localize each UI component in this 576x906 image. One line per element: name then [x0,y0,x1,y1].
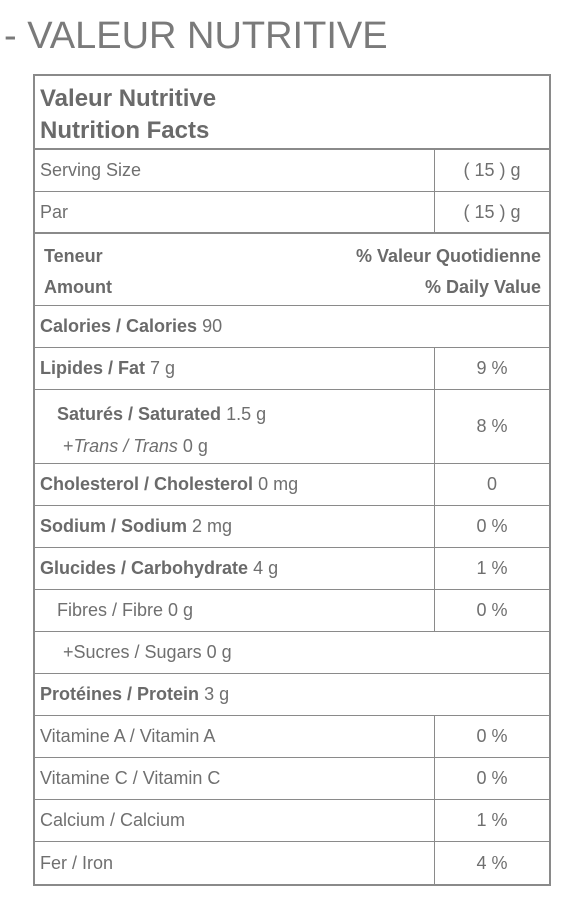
carbohydrate-row: Glucides / Carbohydrate 4 g 1 % [35,548,549,590]
sodium-label: Sodium / Sodium [40,516,187,536]
fat-daily-value: 9 % [476,358,508,378]
protein-cell: Protéines / Protein 3 g [40,674,229,715]
fat-label: Lipides / Fat [40,358,146,378]
per-label: Par [40,201,69,222]
cholesterol-amount: 0 mg [258,474,299,494]
column-divider [434,150,435,191]
sodium-row: Sodium / Sodium 2 mg 0 % [35,506,549,548]
column-divider [434,348,435,389]
fat-cell: Lipides / Fat 7 g [40,348,175,389]
iron-label: Fer / Iron [40,852,114,873]
column-divider [434,590,435,631]
serving-size-row: Serving Size ( 15 ) g [35,150,549,192]
protein-amount: 3 g [204,684,230,704]
iron-row: Fer / Iron 4 % [35,842,549,884]
saturated-daily-value: 8 % [476,416,508,436]
nutrition-title-box: Valeur Nutritive Nutrition Facts [35,76,549,150]
daily-value-header-english: % Daily Value [424,277,541,297]
saturated-amount: 1.5 g [226,404,267,424]
cholesterol-row: Cholesterol / Cholesterol 0 mg 0 [35,464,549,506]
cholesterol-label: Cholesterol / Cholesterol [40,474,254,494]
sodium-amount: 2 mg [192,516,233,536]
calcium-daily-value: 1 % [476,810,508,830]
column-divider [434,548,435,589]
vitamin-a-row: Vitamine A / Vitamin A 0 % [35,716,549,758]
nutrition-facts-table: Valeur Nutritive Nutrition Facts Serving… [33,74,551,886]
vitamin-a-label: Vitamine A / Vitamin A [40,726,216,746]
serving-size-value: ( 15 ) g [463,160,521,180]
cholesterol-cell: Cholesterol / Cholesterol 0 mg [40,464,298,505]
saturated-trans-row: Saturés / Saturated 1.5 g +Trans / Trans… [35,390,549,464]
calories-row: Calories / Calories 90 [35,306,549,348]
column-divider [434,192,435,232]
trans-prefix: + [63,436,74,456]
fat-row: Lipides / Fat 7 g 9 % [35,348,549,390]
column-divider [434,716,435,757]
fibre-label: Fibres / Fibre 0 g [57,600,194,620]
fibre-daily-value: 0 % [476,600,508,620]
fat-amount: 7 g [150,358,176,378]
calories-cell: Calories / Calories 90 [40,306,222,347]
calories-label: Calories / Calories [40,316,198,336]
column-divider [434,800,435,841]
amount-header-french: Teneur [44,246,103,266]
sodium-cell: Sodium / Sodium 2 mg [40,506,232,547]
column-divider [434,464,435,505]
per-value: ( 15 ) g [463,201,521,222]
cholesterol-daily-value: 0 [486,474,497,494]
per-row: Par ( 15 ) g [35,192,549,234]
column-divider [434,842,435,884]
column-divider [434,506,435,547]
title-english: Nutrition Facts [40,117,210,144]
protein-row: Protéines / Protein 3 g [35,674,549,716]
vitamin-c-row: Vitamine C / Vitamin C 0 % [35,758,549,800]
vitamin-c-label: Vitamine C / Vitamin C [40,768,221,788]
title-french: Valeur Nutritive [40,85,217,112]
sugars-label: +Sucres / Sugars 0 g [63,642,232,662]
vitamin-a-daily-value: 0 % [476,726,508,746]
trans-cell: +Trans / Trans 0 g [63,436,208,457]
daily-value-header-french: % Valeur Quotidienne [355,246,541,266]
saturated-cell: Saturés / Saturated 1.5 g [57,404,266,425]
column-divider [434,758,435,799]
saturated-label: Saturés / Saturated [57,404,222,424]
sugars-row: +Sucres / Sugars 0 g [35,632,549,674]
iron-daily-value: 4 % [476,852,508,873]
sodium-daily-value: 0 % [476,516,508,536]
serving-size-label: Serving Size [40,160,142,180]
protein-label: Protéines / Protein [40,684,200,704]
calcium-label: Calcium / Calcium [40,810,186,830]
carbohydrate-amount: 4 g [253,558,279,578]
calories-amount: 90 [202,316,223,336]
page-heading: - VALEUR NUTRITIVE [4,15,388,57]
amount-header-english: Amount [44,277,112,297]
carbohydrate-daily-value: 1 % [476,558,508,578]
carbohydrate-cell: Glucides / Carbohydrate 4 g [40,548,278,589]
column-divider [434,390,435,463]
vitamin-c-daily-value: 0 % [476,768,508,788]
trans-label: Trans / Trans [73,436,178,456]
trans-amount: 0 g [182,436,208,456]
fibre-row: Fibres / Fibre 0 g 0 % [35,590,549,632]
carbohydrate-label: Glucides / Carbohydrate [40,558,249,578]
calcium-row: Calcium / Calcium 1 % [35,800,549,842]
column-header-row [35,234,549,306]
